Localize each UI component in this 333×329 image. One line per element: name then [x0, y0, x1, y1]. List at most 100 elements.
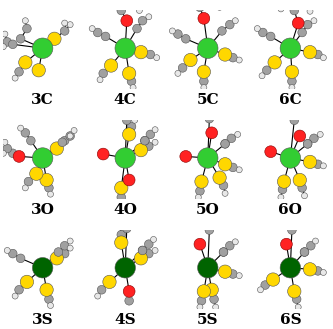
Circle shape [219, 248, 228, 256]
Circle shape [21, 129, 30, 137]
Circle shape [225, 241, 234, 250]
Circle shape [221, 139, 229, 148]
Circle shape [221, 139, 229, 148]
Circle shape [18, 125, 24, 131]
Circle shape [266, 273, 280, 286]
Circle shape [288, 285, 301, 298]
Circle shape [93, 28, 102, 37]
Circle shape [266, 32, 275, 41]
Circle shape [48, 302, 54, 309]
Circle shape [145, 240, 153, 248]
Circle shape [32, 63, 45, 77]
Circle shape [229, 163, 237, 172]
Circle shape [285, 65, 299, 79]
Circle shape [302, 1, 310, 9]
Circle shape [152, 139, 158, 145]
Circle shape [141, 136, 149, 145]
Circle shape [54, 248, 63, 256]
Circle shape [178, 63, 187, 72]
Circle shape [125, 296, 134, 305]
Circle shape [118, 224, 124, 230]
Circle shape [12, 293, 18, 299]
Circle shape [115, 258, 136, 278]
Circle shape [184, 53, 197, 67]
Circle shape [60, 27, 69, 35]
Circle shape [206, 127, 217, 139]
Circle shape [211, 217, 217, 224]
Circle shape [292, 17, 304, 29]
Circle shape [123, 174, 135, 186]
Circle shape [2, 139, 8, 145]
Circle shape [303, 139, 312, 148]
Circle shape [232, 239, 238, 245]
Circle shape [236, 57, 242, 63]
Circle shape [48, 191, 54, 197]
Circle shape [89, 26, 95, 32]
Circle shape [303, 45, 317, 59]
Circle shape [320, 269, 326, 275]
Circle shape [199, 77, 208, 86]
Circle shape [146, 50, 155, 59]
Circle shape [257, 287, 263, 293]
Circle shape [278, 6, 284, 12]
Text: 4O: 4O [113, 203, 137, 217]
Circle shape [278, 194, 284, 200]
Circle shape [22, 18, 28, 24]
Circle shape [0, 44, 6, 50]
Circle shape [132, 117, 138, 123]
Circle shape [3, 38, 12, 46]
Circle shape [268, 56, 281, 69]
Circle shape [211, 106, 217, 112]
Circle shape [138, 246, 147, 255]
Circle shape [210, 0, 218, 5]
Circle shape [262, 66, 271, 75]
Circle shape [229, 270, 237, 278]
Circle shape [311, 18, 317, 24]
Circle shape [50, 142, 64, 155]
Circle shape [117, 230, 126, 239]
Circle shape [195, 187, 204, 195]
Circle shape [104, 59, 118, 72]
Circle shape [118, 216, 124, 222]
Circle shape [280, 148, 301, 168]
Circle shape [173, 30, 182, 38]
Circle shape [19, 56, 32, 69]
Circle shape [130, 108, 136, 114]
Circle shape [307, 8, 313, 14]
Circle shape [95, 293, 101, 299]
Circle shape [45, 184, 53, 192]
Circle shape [97, 286, 106, 294]
Circle shape [222, 190, 228, 196]
Circle shape [138, 0, 144, 2]
Circle shape [216, 4, 222, 10]
Circle shape [101, 32, 110, 41]
Circle shape [134, 143, 148, 157]
Circle shape [310, 134, 318, 143]
Circle shape [205, 114, 214, 123]
Circle shape [197, 258, 218, 278]
Circle shape [116, 110, 122, 115]
Circle shape [12, 75, 18, 81]
Circle shape [320, 163, 326, 169]
Circle shape [194, 238, 206, 250]
Circle shape [154, 55, 160, 61]
Circle shape [288, 77, 296, 86]
Circle shape [236, 167, 242, 173]
Circle shape [294, 130, 306, 142]
Text: 3C: 3C [31, 93, 54, 107]
Circle shape [115, 236, 128, 249]
Circle shape [8, 40, 17, 49]
Circle shape [103, 275, 116, 289]
Circle shape [278, 0, 287, 7]
Circle shape [113, 0, 119, 6]
Circle shape [288, 226, 296, 234]
Circle shape [175, 70, 181, 76]
Text: 6C: 6C [279, 93, 302, 107]
Circle shape [117, 193, 126, 202]
Circle shape [314, 266, 322, 275]
Text: 3S: 3S [32, 313, 54, 327]
Circle shape [301, 193, 307, 199]
Circle shape [280, 258, 301, 278]
Circle shape [190, 0, 196, 2]
Circle shape [293, 173, 306, 187]
